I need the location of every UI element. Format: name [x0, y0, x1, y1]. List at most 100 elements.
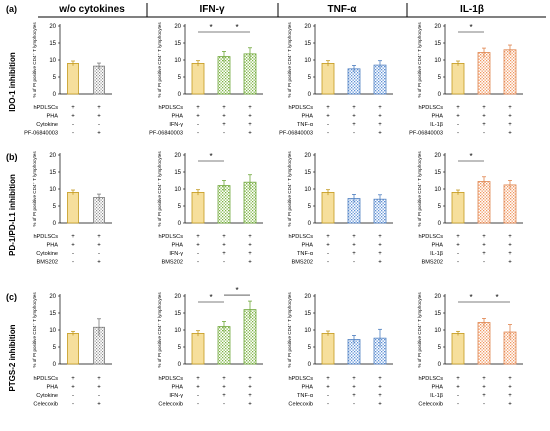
y-tick-label: 20 — [304, 294, 311, 300]
y-axis-label: % of PI positive CD4⁺ T lymphocytes — [32, 292, 37, 368]
charts: % of PI positive CD4⁺ T lymphocytes 0 5 10 1… — [24, 22, 523, 408]
condition-mark: + — [508, 393, 512, 399]
condition-label: IL-1β — [430, 122, 443, 128]
column-header: TNF-α — [328, 4, 358, 15]
y-tick-label: 5 — [438, 345, 442, 351]
bar — [67, 63, 79, 95]
condition-mark: + — [71, 105, 75, 111]
condition-mark: - — [223, 260, 225, 266]
y-tick-label: 5 — [308, 345, 312, 351]
y-tick-label: 5 — [53, 75, 57, 81]
condition-mark: + — [456, 385, 460, 391]
y-tick-label: 20 — [174, 294, 181, 300]
bar-chart: % of PI positive CD4⁺ T lymphocytes 0 5 10 1… — [279, 22, 393, 137]
y-tick-label: 10 — [49, 58, 56, 64]
y-tick-label: 0 — [438, 92, 442, 98]
condition-mark: + — [248, 376, 252, 382]
y-tick-label: 0 — [53, 92, 57, 98]
y-tick-label: 10 — [49, 187, 56, 193]
condition-mark: + — [222, 114, 226, 120]
significance-label: * — [235, 23, 238, 32]
y-tick-label: 10 — [174, 58, 181, 64]
condition-mark: + — [97, 105, 101, 111]
condition-label: hPDLSCs — [288, 376, 313, 382]
condition-label: Celecoxib — [288, 402, 313, 408]
condition-mark: + — [196, 105, 200, 111]
y-axis-label: % of PI positive CD4⁺ T lymphocytes — [417, 22, 422, 98]
condition-mark: - — [223, 131, 225, 137]
significance-label: * — [469, 293, 472, 302]
bar — [93, 197, 105, 224]
significance-label: * — [209, 152, 212, 161]
condition-mark: + — [248, 114, 252, 120]
condition-mark: + — [71, 376, 75, 382]
condition-mark: - — [327, 122, 329, 128]
y-tick-label: 15 — [304, 311, 311, 317]
bar-chart: % of PI positive CD4⁺ T lymphocytes 0 5 10 1… — [32, 292, 112, 408]
panel-tag: (b) — [6, 152, 18, 162]
condition-label: BMS202 — [422, 260, 443, 266]
condition-mark: + — [456, 376, 460, 382]
condition-mark: - — [457, 402, 459, 408]
condition-mark: + — [482, 251, 486, 257]
y-tick-label: 20 — [434, 153, 441, 159]
condition-mark: + — [378, 122, 382, 128]
bar — [477, 52, 491, 95]
condition-mark: + — [326, 105, 330, 111]
condition-mark: + — [222, 243, 226, 249]
bar-chart: % of PI positive CD4⁺ T lymphocytes 0 5 10 1… — [287, 151, 393, 266]
condition-mark: + — [352, 251, 356, 257]
condition-label: PHA — [46, 114, 58, 120]
y-tick-label: 0 — [53, 221, 57, 227]
condition-mark: + — [326, 385, 330, 391]
condition-label: Celecoxib — [418, 402, 443, 408]
condition-label: PHA — [171, 114, 183, 120]
y-tick-label: 5 — [308, 204, 312, 210]
bar — [93, 65, 105, 95]
bar-chart: % of PI positive CD4⁺ T lymphocytes 0 5 10 1… — [149, 22, 263, 137]
condition-label: PF-06840003 — [409, 131, 443, 137]
condition-mark: + — [482, 122, 486, 128]
bar — [451, 191, 465, 224]
y-tick-label: 0 — [308, 362, 312, 368]
condition-label: TNF-α — [297, 122, 314, 128]
condition-mark: + — [352, 105, 356, 111]
y-tick-label: 20 — [434, 294, 441, 300]
condition-mark: + — [326, 234, 330, 240]
condition-label: PHA — [431, 385, 443, 391]
condition-label: hPDLSCs — [418, 105, 443, 111]
condition-mark: - — [72, 260, 74, 266]
condition-mark: + — [378, 114, 382, 120]
condition-mark: + — [378, 243, 382, 249]
condition-mark: - — [197, 251, 199, 257]
condition-mark: + — [456, 243, 460, 249]
condition-mark: - — [483, 260, 485, 266]
bar — [217, 185, 231, 224]
panel-tag: (a) — [6, 4, 17, 14]
condition-mark: + — [196, 385, 200, 391]
y-tick-label: 5 — [438, 204, 442, 210]
condition-mark: + — [97, 376, 101, 382]
condition-mark: - — [197, 393, 199, 399]
condition-mark: + — [196, 114, 200, 120]
condition-mark: + — [508, 260, 512, 266]
bar — [347, 68, 361, 95]
bar — [503, 49, 517, 95]
y-tick-label: 0 — [438, 362, 442, 368]
condition-mark: + — [378, 260, 382, 266]
condition-mark: - — [457, 260, 459, 266]
y-tick-label: 0 — [178, 362, 182, 368]
y-tick-label: 10 — [434, 187, 441, 193]
condition-mark: + — [378, 402, 382, 408]
condition-mark: + — [482, 243, 486, 249]
condition-mark: - — [457, 251, 459, 257]
condition-mark: + — [248, 234, 252, 240]
y-axis-label: % of PI positive CD4⁺ T lymphocytes — [287, 22, 292, 98]
bar-chart: % of PI positive CD4⁺ T lymphocytes 0 5 10 1… — [157, 286, 263, 408]
condition-label: hPDLSCs — [33, 376, 58, 382]
condition-mark: + — [508, 376, 512, 382]
condition-mark: - — [72, 131, 74, 137]
condition-label: TNF-α — [297, 251, 314, 257]
condition-label: BMS202 — [37, 260, 58, 266]
